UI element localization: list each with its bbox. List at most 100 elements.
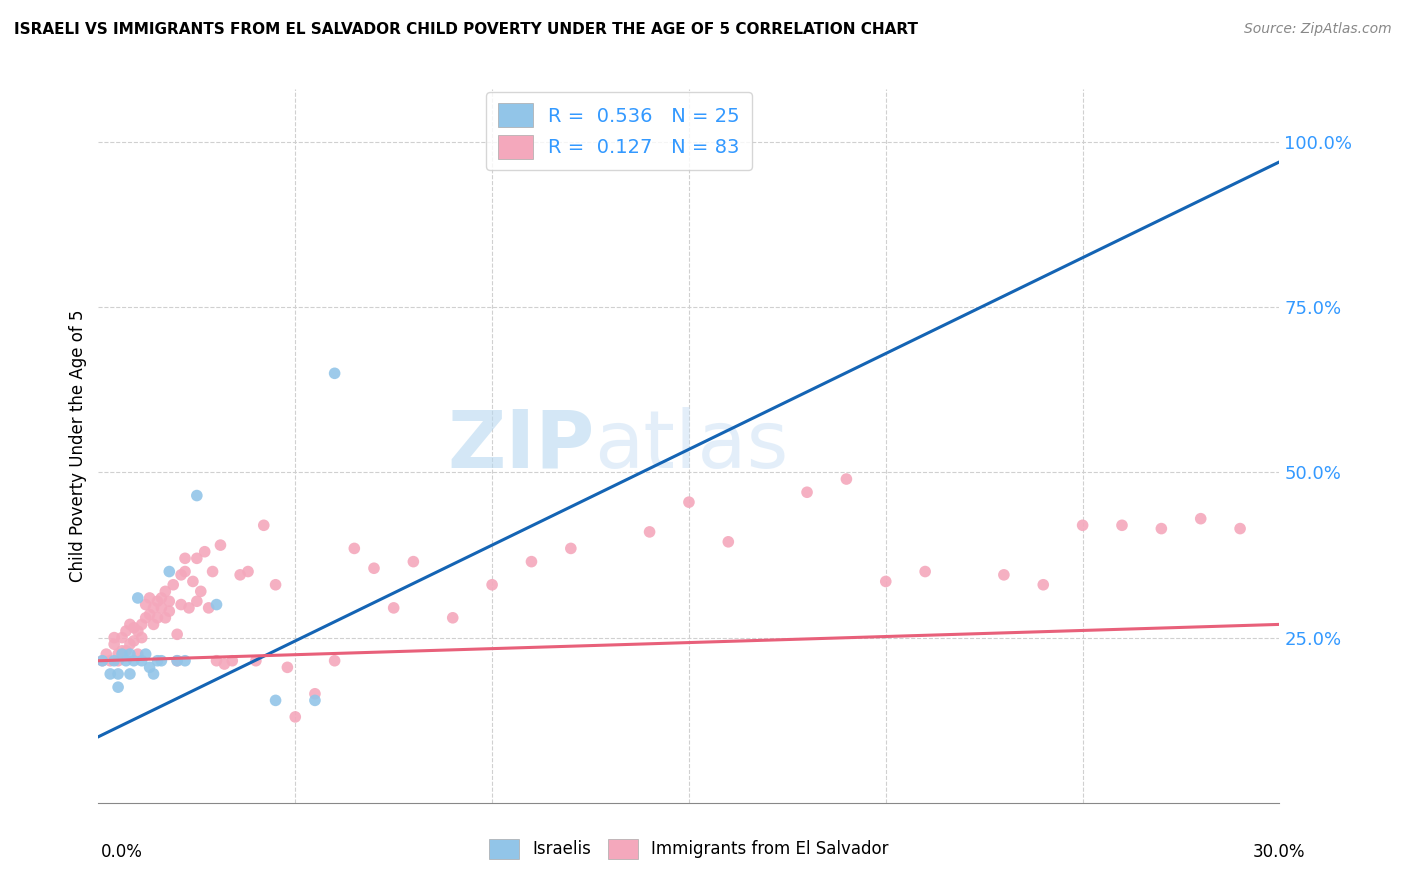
Point bbox=[214, 657, 236, 671]
Point bbox=[201, 565, 224, 579]
Point bbox=[115, 624, 138, 638]
Point bbox=[166, 654, 188, 668]
Point bbox=[323, 367, 346, 381]
Point bbox=[91, 654, 114, 668]
Point bbox=[138, 607, 160, 622]
Point bbox=[118, 637, 141, 651]
Point bbox=[122, 621, 145, 635]
Point bbox=[284, 710, 307, 724]
Point bbox=[146, 594, 169, 608]
Point bbox=[150, 591, 173, 605]
Point bbox=[96, 647, 118, 661]
Point bbox=[1032, 578, 1054, 592]
Point bbox=[98, 667, 121, 681]
Point bbox=[323, 654, 346, 668]
Text: atlas: atlas bbox=[595, 407, 789, 485]
Point bbox=[107, 667, 129, 681]
Point bbox=[135, 598, 157, 612]
Point bbox=[481, 578, 503, 592]
Point bbox=[166, 654, 188, 668]
Point bbox=[122, 654, 145, 668]
Point bbox=[1150, 522, 1173, 536]
Point bbox=[150, 654, 173, 668]
Point bbox=[174, 551, 197, 566]
Point bbox=[135, 611, 157, 625]
Point bbox=[229, 567, 252, 582]
Point bbox=[520, 555, 543, 569]
Text: 0.0%: 0.0% bbox=[101, 843, 143, 861]
Point bbox=[914, 565, 936, 579]
Point bbox=[103, 637, 125, 651]
Point bbox=[122, 634, 145, 648]
Point bbox=[118, 647, 141, 661]
Point bbox=[993, 567, 1015, 582]
Point bbox=[142, 600, 165, 615]
Point bbox=[796, 485, 818, 500]
Point bbox=[236, 565, 259, 579]
Point bbox=[138, 591, 160, 605]
Point bbox=[197, 600, 219, 615]
Point bbox=[131, 654, 153, 668]
Point bbox=[221, 654, 243, 668]
Point bbox=[157, 565, 180, 579]
Point bbox=[131, 617, 153, 632]
Point bbox=[678, 495, 700, 509]
Point bbox=[111, 631, 134, 645]
Point bbox=[382, 600, 405, 615]
Point bbox=[127, 591, 149, 605]
Point bbox=[150, 600, 173, 615]
Point bbox=[264, 693, 287, 707]
Point bbox=[103, 654, 125, 668]
Point bbox=[111, 647, 134, 661]
Text: ISRAELI VS IMMIGRANTS FROM EL SALVADOR CHILD POVERTY UNDER THE AGE OF 5 CORRELAT: ISRAELI VS IMMIGRANTS FROM EL SALVADOR C… bbox=[14, 22, 918, 37]
Point bbox=[91, 654, 114, 668]
Point bbox=[276, 660, 298, 674]
Point bbox=[107, 654, 129, 668]
Text: Source: ZipAtlas.com: Source: ZipAtlas.com bbox=[1244, 22, 1392, 37]
Point bbox=[174, 654, 197, 668]
Point bbox=[146, 611, 169, 625]
Point bbox=[186, 489, 208, 503]
Point bbox=[127, 624, 149, 638]
Point bbox=[186, 594, 208, 608]
Point bbox=[717, 534, 740, 549]
Legend: Israelis, Immigrants from El Salvador: Israelis, Immigrants from El Salvador bbox=[482, 832, 896, 866]
Point bbox=[304, 687, 326, 701]
Point bbox=[157, 604, 180, 618]
Point bbox=[245, 654, 267, 668]
Point bbox=[111, 644, 134, 658]
Point bbox=[186, 551, 208, 566]
Point bbox=[115, 644, 138, 658]
Point bbox=[103, 631, 125, 645]
Point bbox=[205, 598, 228, 612]
Point bbox=[135, 647, 157, 661]
Point bbox=[166, 627, 188, 641]
Point bbox=[1111, 518, 1133, 533]
Point bbox=[107, 647, 129, 661]
Point bbox=[98, 654, 121, 668]
Point bbox=[1071, 518, 1094, 533]
Point bbox=[194, 545, 217, 559]
Point bbox=[343, 541, 366, 556]
Point bbox=[1229, 522, 1251, 536]
Point bbox=[638, 524, 661, 539]
Point bbox=[264, 578, 287, 592]
Point bbox=[304, 693, 326, 707]
Point bbox=[142, 667, 165, 681]
Point bbox=[127, 647, 149, 661]
Point bbox=[107, 680, 129, 694]
Point bbox=[363, 561, 385, 575]
Point bbox=[155, 584, 177, 599]
Point bbox=[209, 538, 232, 552]
Point bbox=[170, 598, 193, 612]
Point bbox=[115, 654, 138, 668]
Point bbox=[177, 600, 200, 615]
Point bbox=[142, 617, 165, 632]
Point bbox=[118, 617, 141, 632]
Point bbox=[155, 611, 177, 625]
Point bbox=[205, 654, 228, 668]
Point bbox=[174, 565, 197, 579]
Point bbox=[441, 611, 464, 625]
Point bbox=[253, 518, 276, 533]
Point bbox=[131, 631, 153, 645]
